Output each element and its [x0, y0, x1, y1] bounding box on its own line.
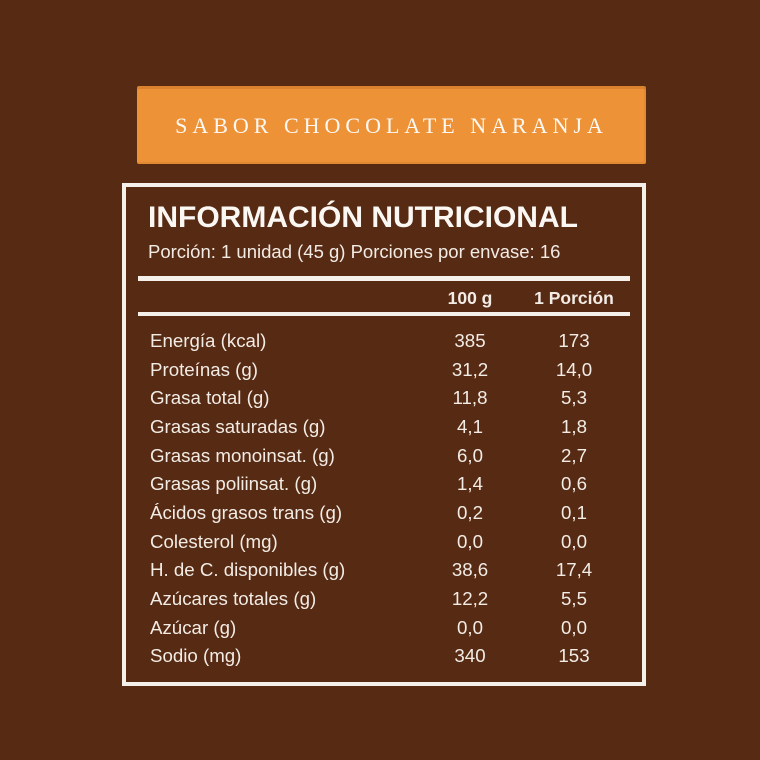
flavor-banner-label: SABOR CHOCOLATE NARANJA: [175, 113, 608, 138]
table-row: Sodio (mg) 340 153: [138, 642, 630, 671]
nutrient-per-portion: 153: [558, 645, 590, 667]
table-row: Grasa total (g) 11,8 5,3: [138, 384, 630, 413]
nutrient-per-portion: 0,1: [561, 501, 587, 523]
nutrient-per-portion: 173: [558, 329, 590, 351]
nutrient-per-portion: 17,4: [555, 559, 593, 581]
nutrient-per-100g: 0,2: [457, 501, 483, 523]
table-row: Ácidos grasos trans (g) 0,2 0,1: [138, 499, 630, 528]
nutrient-per-100g: 4,1: [457, 415, 483, 437]
table-row: Azúcares totales (g) 12,2 5,5: [138, 585, 630, 614]
nutrient-label: Grasas saturadas (g): [150, 415, 326, 437]
table-row: Colesterol (mg) 0,0 0,0: [138, 527, 630, 556]
nutrient-label: H. de C. disponibles (g): [150, 559, 346, 581]
nutrient-per-100g: 340: [454, 645, 486, 667]
nutrient-label: Colesterol (mg): [150, 530, 278, 552]
nutrient-label: Energía (kcal): [150, 329, 267, 351]
nutrient-per-100g: 0,0: [457, 530, 483, 552]
nutrient-per-portion: 2,7: [561, 444, 587, 466]
nutrient-per-100g: 38,6: [451, 559, 489, 581]
nutrient-per-portion: 5,5: [561, 588, 587, 610]
nutrient-per-portion: 0,0: [561, 530, 587, 552]
nutrient-label: Sodio (mg): [150, 645, 242, 667]
nutrient-per-100g: 12,2: [451, 588, 489, 610]
nutrient-label: Proteínas (g): [150, 358, 259, 380]
nutrient-per-100g: 0,0: [457, 616, 483, 638]
nutrition-panel: INFORMACIÓN NUTRICIONAL Porción: 1 unida…: [122, 183, 646, 686]
nutrient-per-portion: 0,6: [561, 473, 587, 495]
table-row: Grasas saturadas (g) 4,1 1,8: [138, 413, 630, 442]
serving-info: Porción: 1 unidad (45 g) Porciones por e…: [148, 241, 561, 262]
table-row: H. de C. disponibles (g) 38,6 17,4: [138, 556, 630, 585]
nutrient-per-portion: 14,0: [555, 358, 593, 380]
nutrient-per-100g: 6,0: [457, 444, 483, 466]
flavor-banner: SABOR CHOCOLATE NARANJA: [137, 86, 646, 164]
nutrient-per-100g: 385: [454, 329, 486, 351]
table-row: Proteínas (g) 31,2 14,0: [138, 355, 630, 384]
nutrient-per-portion: 5,3: [561, 387, 587, 409]
column-header-per-portion: 1 Porción: [534, 288, 614, 308]
table-row: Grasas poliinsat. (g) 1,4 0,6: [138, 470, 630, 499]
nutrition-rows: Energía (kcal) 385 173 Proteínas (g) 31,…: [138, 327, 630, 671]
nutrient-per-100g: 11,8: [452, 387, 488, 409]
nutrient-label: Ácidos grasos trans (g): [150, 501, 343, 523]
divider-thin: [138, 312, 630, 316]
nutrient-label: Azúcar (g): [150, 616, 237, 638]
column-header-per-100g: 100 g: [447, 288, 493, 308]
table-row: Energía (kcal) 385 173: [138, 327, 630, 356]
nutrition-panel-title: INFORMACIÓN NUTRICIONAL: [148, 201, 578, 234]
nutrient-per-portion: 0,0: [561, 616, 587, 638]
column-header-row: 100 g 1 Porción: [138, 287, 630, 309]
nutrient-label: Azúcares totales (g): [150, 588, 317, 610]
nutrient-label: Grasas poliinsat. (g): [150, 473, 318, 495]
nutrient-label: Grasas monoinsat. (g): [150, 444, 335, 466]
nutrient-per-portion: 1,8: [561, 415, 587, 437]
nutrient-per-100g: 1,4: [457, 473, 483, 495]
nutrient-per-100g: 31,2: [451, 358, 489, 380]
table-row: Azúcar (g) 0,0 0,0: [138, 613, 630, 642]
divider-thick: [138, 276, 630, 281]
nutrient-label: Grasa total (g): [150, 387, 270, 409]
table-row: Grasas monoinsat. (g) 6,0 2,7: [138, 441, 630, 470]
